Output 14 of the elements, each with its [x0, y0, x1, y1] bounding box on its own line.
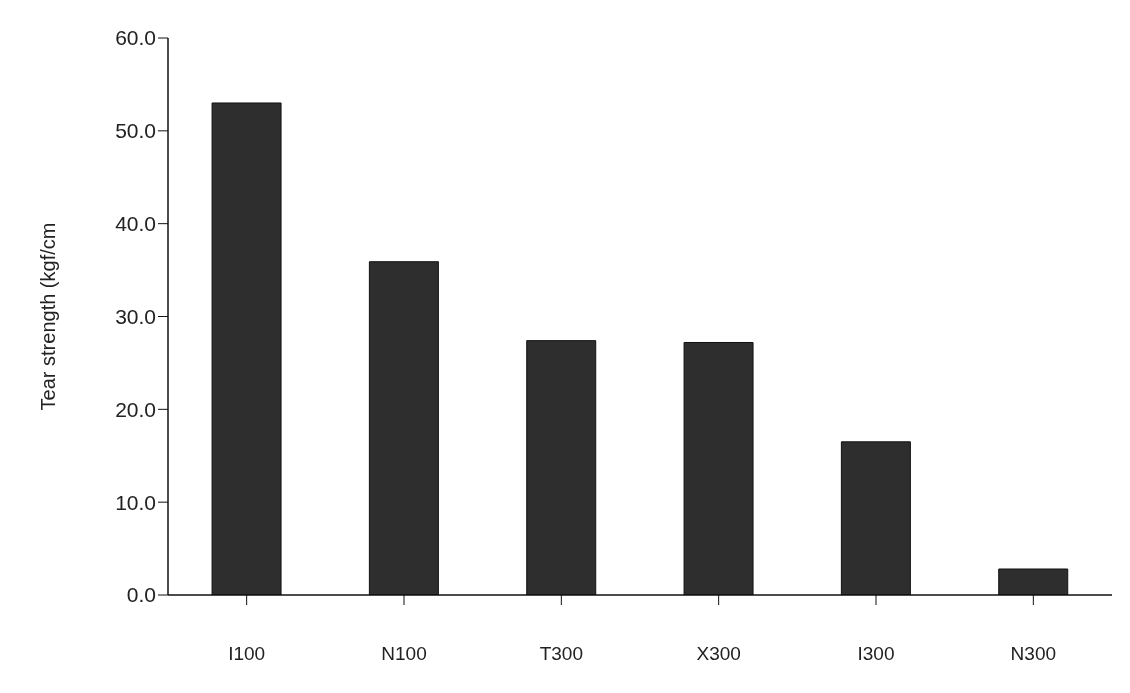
- x-tick-label: N300: [1010, 643, 1057, 665]
- x-tick-label: X300: [696, 643, 741, 665]
- y-axis-title: Tear strength (kgf/cm: [37, 222, 60, 411]
- x-tick-label: N100: [381, 643, 427, 665]
- y-tick-label: 20.0: [115, 397, 156, 421]
- y-tick-label: 30.0: [115, 304, 156, 328]
- y-tick-label: 40.0: [115, 212, 156, 236]
- x-tick-label: T300: [539, 643, 583, 665]
- x-tick-label: I300: [857, 643, 895, 665]
- y-tick-label: 0.0: [126, 583, 156, 607]
- y-tick-label: 60.0: [115, 26, 156, 50]
- y-tick-label: 10.0: [115, 490, 156, 514]
- y-tick-label: 50.0: [115, 119, 156, 143]
- x-tick-label: I100: [228, 643, 266, 665]
